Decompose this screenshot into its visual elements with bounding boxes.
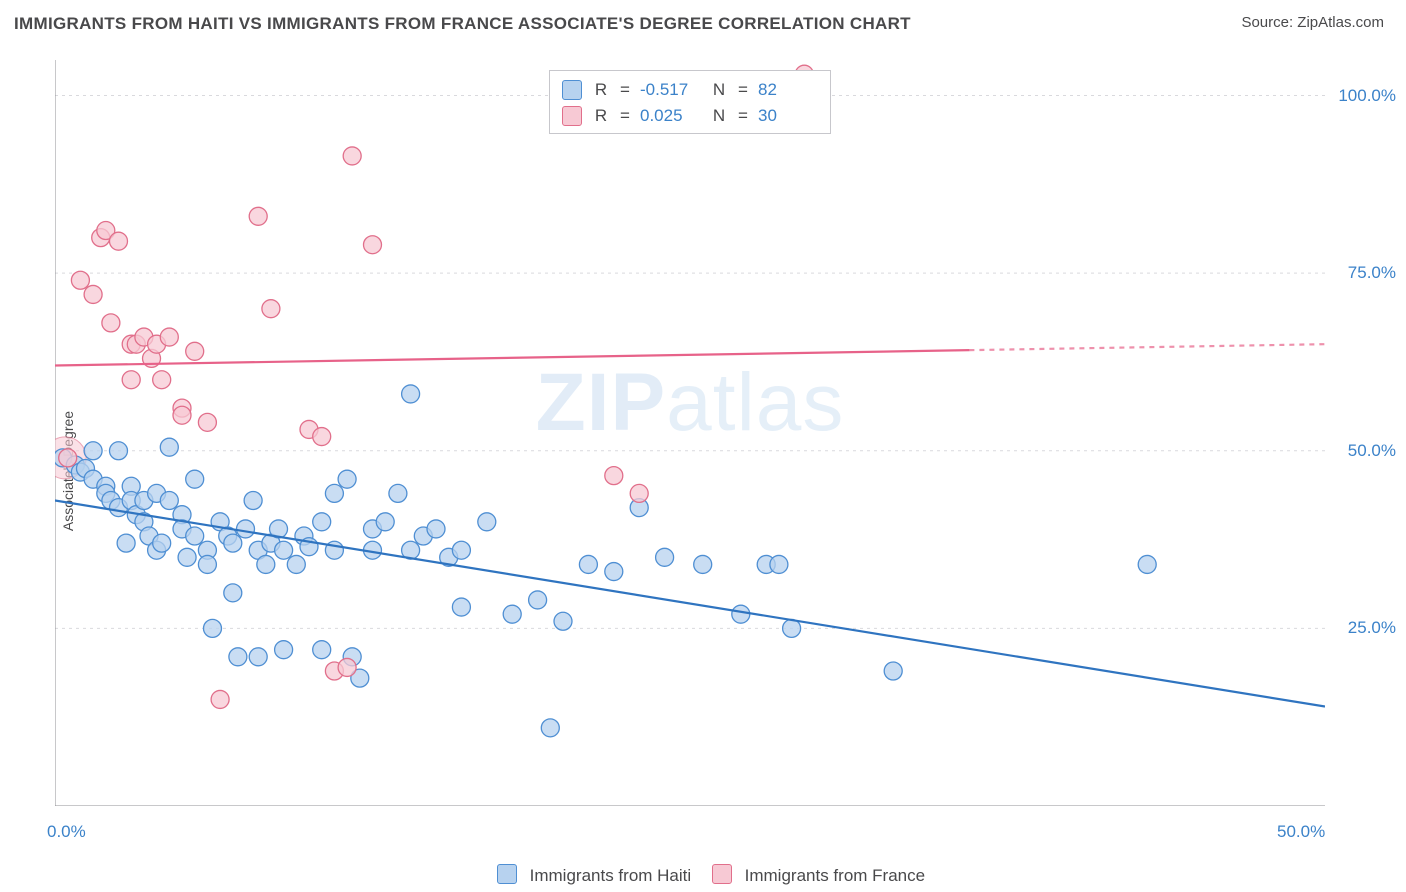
legend-label-1: Immigrants from France <box>745 866 925 885</box>
source-label: Source: ZipAtlas.com <box>1241 14 1384 31</box>
stats-row-1: R= 0.025 N= 30 <box>562 103 818 129</box>
stats-legend: R= -0.517 N= 82 R= 0.025 N= 30 <box>549 70 831 134</box>
legend-swatch-1 <box>712 864 732 884</box>
chart-title: IMMIGRANTS FROM HAITI VS IMMIGRANTS FROM… <box>14 14 911 34</box>
y-tick-label: 75.0% <box>1348 263 1396 283</box>
r-value-0: -0.517 <box>640 77 700 103</box>
x-tick-label: 50.0% <box>1277 822 1325 842</box>
legend-label-0: Immigrants from Haiti <box>530 866 692 885</box>
y-tick-label: 50.0% <box>1348 441 1396 461</box>
legend-swatch-0 <box>497 864 517 884</box>
r-label: R <box>592 103 610 129</box>
swatch-pink <box>562 106 582 126</box>
stats-row-0: R= -0.517 N= 82 <box>562 77 818 103</box>
r-label: R <box>592 77 610 103</box>
scatter-svg <box>55 60 1325 806</box>
chart-container: Associate's Degree ZIPatlas R= -0.517 N=… <box>0 50 1406 892</box>
plot-area: ZIPatlas R= -0.517 N= 82 R= 0.025 N= 30 <box>55 60 1325 806</box>
y-tick-label: 25.0% <box>1348 618 1396 638</box>
n-label: N <box>710 77 728 103</box>
swatch-blue <box>562 80 582 100</box>
x-tick-label: 0.0% <box>47 822 86 842</box>
n-label: N <box>710 103 728 129</box>
r-value-1: 0.025 <box>640 103 700 129</box>
n-value-0: 82 <box>758 77 818 103</box>
n-value-1: 30 <box>758 103 818 129</box>
series-legend: Immigrants from Haiti Immigrants from Fr… <box>0 864 1406 886</box>
y-tick-label: 100.0% <box>1338 86 1396 106</box>
